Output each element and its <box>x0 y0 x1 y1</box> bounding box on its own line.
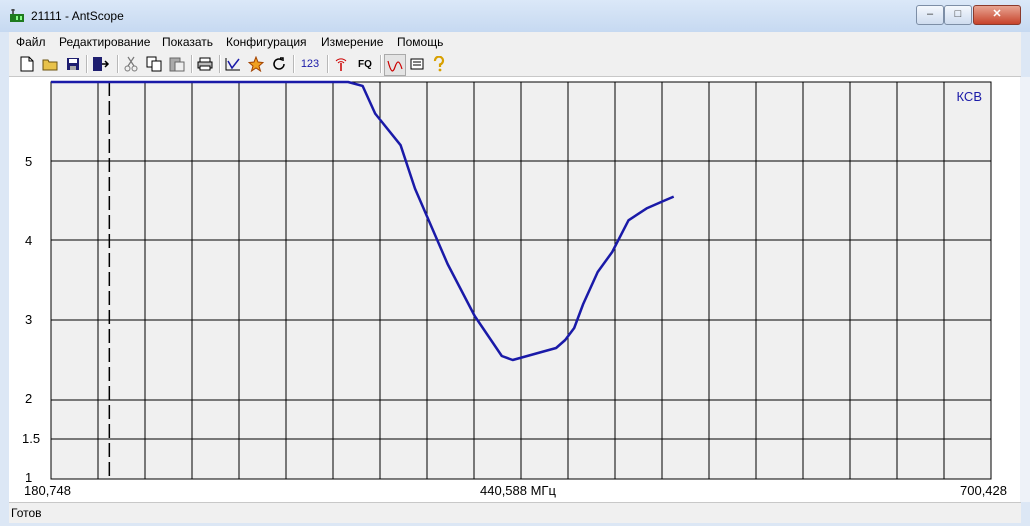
toolbar-separator <box>293 55 295 73</box>
paste-icon[interactable] <box>167 54 187 74</box>
toolbar: 123 FQ <box>9 52 1021 77</box>
swr-series-line <box>51 80 675 362</box>
swr-curve-icon[interactable] <box>384 54 406 76</box>
frequency-button[interactable]: FQ <box>358 58 372 70</box>
x-tick-label-end: 700,428 <box>960 483 1007 498</box>
menu-help[interactable]: Помощь <box>397 35 444 49</box>
antscope-app-icon <box>10 9 24 22</box>
window-edge <box>1020 77 1030 502</box>
toolbar-separator <box>86 55 88 73</box>
y-tick-label: 5 <box>25 154 33 169</box>
refresh-icon[interactable] <box>269 54 289 74</box>
antenna-icon[interactable] <box>331 54 351 74</box>
x-tick-label-center: 440,588 МГц <box>480 483 556 498</box>
y-tick-label: 3 <box>25 312 33 327</box>
graph-icon[interactable] <box>223 54 243 74</box>
save-icon[interactable] <box>63 54 83 74</box>
y-tick-label: 1.5 <box>22 431 41 446</box>
y-axis-label: КСВ <box>957 89 983 104</box>
open-folder-icon[interactable] <box>40 54 60 74</box>
new-file-icon[interactable] <box>17 54 37 74</box>
window-title: 21111 - AntScope <box>31 9 124 23</box>
y-tick-label: 1 <box>25 470 33 485</box>
numeric-values-button[interactable]: 123 <box>300 58 320 70</box>
y-tick-label: 2 <box>25 391 33 406</box>
minimize-button[interactable]: – <box>916 5 944 25</box>
copy-icon[interactable] <box>144 54 164 74</box>
menu-bar: Файл Редактирование Показать Конфигураци… <box>9 32 1021 52</box>
menu-measurement[interactable]: Измерение <box>321 35 384 49</box>
cut-icon[interactable] <box>121 54 141 74</box>
toolbar-separator <box>117 55 119 73</box>
help-icon[interactable] <box>429 54 449 74</box>
x-tick-label-start: 180,748 <box>24 483 71 498</box>
toolbar-separator <box>380 55 382 73</box>
menu-view[interactable]: Показать <box>162 35 214 49</box>
y-tick-label: 4 <box>25 233 33 248</box>
status-bar: Готов <box>9 502 1021 523</box>
export-icon[interactable] <box>91 54 111 74</box>
title-bar: 21111 - AntScope – □ ✕ <box>0 0 1030 32</box>
menu-file[interactable]: Файл <box>16 35 46 49</box>
toolbar-separator <box>219 55 221 73</box>
print-icon[interactable] <box>195 54 215 74</box>
legend-icon[interactable] <box>407 54 427 74</box>
status-text: Готов <box>11 506 42 520</box>
chart-grid <box>50 81 992 480</box>
star-marker-icon[interactable] <box>246 54 266 74</box>
maximize-button[interactable]: □ <box>944 5 972 25</box>
toolbar-separator <box>191 55 193 73</box>
menu-edit[interactable]: Редактирование <box>59 35 151 49</box>
toolbar-separator <box>327 55 329 73</box>
menu-configuration[interactable]: Конфигурация <box>226 35 307 49</box>
close-button[interactable]: ✕ <box>973 5 1021 25</box>
